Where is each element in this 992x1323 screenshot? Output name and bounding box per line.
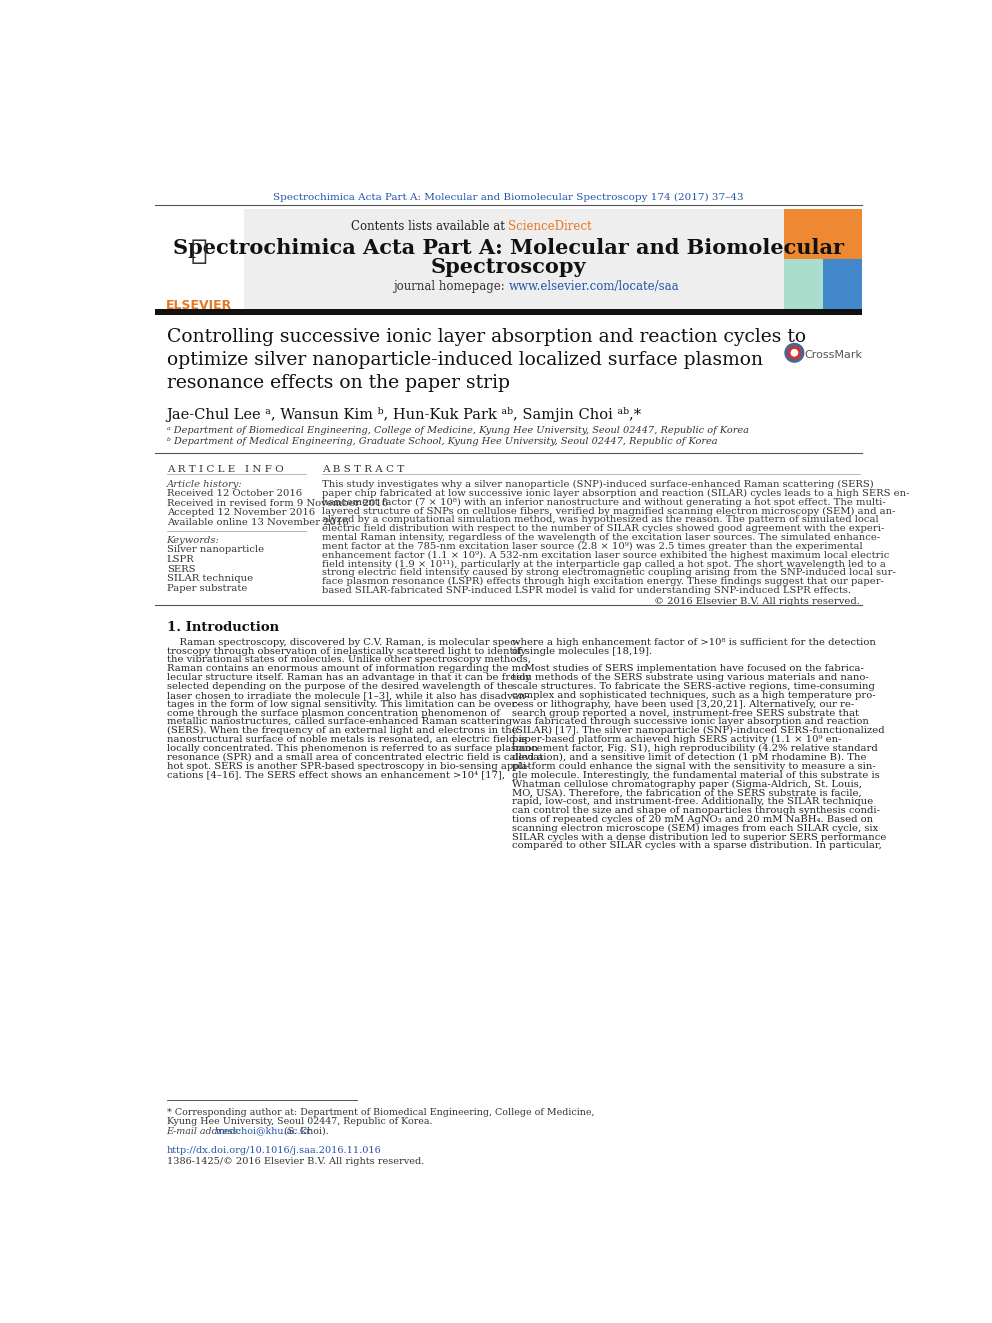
- Text: ᵃ Department of Biomedical Engineering, College of Medicine, Kyung Hee Universit: ᵃ Department of Biomedical Engineering, …: [167, 426, 749, 435]
- Text: Spectrochimica Acta Part A: Molecular and Biomolecular Spectroscopy 174 (2017) 3: Spectrochimica Acta Part A: Molecular an…: [273, 193, 744, 202]
- Text: field intensity (1.9 × 10¹¹), particularly at the interparticle gap called a hot: field intensity (1.9 × 10¹¹), particular…: [321, 560, 886, 569]
- Text: medchoi@khu.ac.kr: medchoi@khu.ac.kr: [215, 1127, 311, 1135]
- Text: A B S T R A C T: A B S T R A C T: [321, 466, 404, 474]
- Text: come through the surface plasmon concentration phenomenon of: come through the surface plasmon concent…: [167, 709, 500, 717]
- Text: enhancement factor (1.1 × 10⁹). A 532-nm excitation laser source exhibited the h: enhancement factor (1.1 × 10⁹). A 532-nm…: [321, 550, 889, 560]
- Text: paper-based platform achieved high SERS activity (1.1 × 10⁹ en-: paper-based platform achieved high SERS …: [512, 736, 841, 745]
- Text: where a high enhancement factor of >10⁸ is sufficient for the detection: where a high enhancement factor of >10⁸ …: [512, 638, 875, 647]
- Text: the vibrational states of molecules. Unlike other spectroscopy methods,: the vibrational states of molecules. Unl…: [167, 655, 531, 664]
- Text: Spectroscopy: Spectroscopy: [431, 257, 586, 278]
- Text: Received 12 October 2016: Received 12 October 2016: [167, 490, 302, 497]
- Text: hot spot. SERS is another SPR-based spectroscopy in bio-sensing appli-: hot spot. SERS is another SPR-based spec…: [167, 762, 529, 771]
- Text: hancement factor, Fig. S1), high reproducibility (4.2% relative standard: hancement factor, Fig. S1), high reprodu…: [512, 744, 877, 753]
- Text: troscopy through observation of inelastically scattered light to identify: troscopy through observation of inelasti…: [167, 647, 526, 656]
- Bar: [823, 259, 862, 308]
- Text: complex and sophisticated techniques, such as a high temperature pro-: complex and sophisticated techniques, su…: [512, 691, 875, 700]
- Text: platform could enhance the signal with the sensitivity to measure a sin-: platform could enhance the signal with t…: [512, 762, 875, 771]
- Bar: [155, 209, 244, 308]
- Bar: [785, 209, 862, 259]
- Text: hancement factor (7 × 10⁸) with an inferior nanostructure and without generating: hancement factor (7 × 10⁸) with an infer…: [321, 497, 886, 507]
- Text: scanning electron microscope (SEM) images from each SILAR cycle, six: scanning electron microscope (SEM) image…: [512, 824, 878, 832]
- Text: SILAR cycles with a dense distribution led to superior SERS performance: SILAR cycles with a dense distribution l…: [512, 832, 886, 841]
- Text: ScienceDirect: ScienceDirect: [509, 220, 592, 233]
- Bar: [155, 209, 862, 308]
- Text: tion methods of the SERS substrate using various materials and nano-: tion methods of the SERS substrate using…: [512, 673, 868, 683]
- Text: search group reported a novel, instrument-free SERS substrate that: search group reported a novel, instrumen…: [512, 709, 858, 717]
- Text: Received in revised form 9 November 2016: Received in revised form 9 November 2016: [167, 499, 388, 508]
- Text: resonance effects on the paper strip: resonance effects on the paper strip: [167, 374, 510, 393]
- Text: E-mail address:: E-mail address:: [167, 1127, 244, 1135]
- Text: Raman spectroscopy, discovered by C.V. Raman, is molecular spec-: Raman spectroscopy, discovered by C.V. R…: [167, 638, 519, 647]
- Text: CrossMark: CrossMark: [805, 351, 862, 360]
- Text: lecular structure itself. Raman has an advantage in that it can be freely: lecular structure itself. Raman has an a…: [167, 673, 531, 683]
- Text: (SILAR) [17]. The silver nanoparticle (SNP)-induced SERS-functionalized: (SILAR) [17]. The silver nanoparticle (S…: [512, 726, 884, 736]
- Text: alyzed by a computational simulation method, was hypothesized as the reason. The: alyzed by a computational simulation met…: [321, 515, 878, 524]
- Text: Keywords:: Keywords:: [167, 536, 219, 545]
- Text: * Corresponding author at: Department of Biomedical Engineering, College of Medi: * Corresponding author at: Department of…: [167, 1109, 594, 1117]
- Text: electric field distribution with respect to the number of SILAR cycles showed go: electric field distribution with respect…: [321, 524, 884, 533]
- Text: SERS: SERS: [167, 565, 195, 574]
- Text: ment factor at the 785-nm excitation laser source (2.8 × 10⁹) was 2.5 times grea: ment factor at the 785-nm excitation las…: [321, 542, 862, 550]
- Text: resonance (SPR) and a small area of concentrated electric field is called a: resonance (SPR) and a small area of conc…: [167, 753, 543, 762]
- Text: laser chosen to irradiate the molecule [1–3], while it also has disadvan-: laser chosen to irradiate the molecule […: [167, 691, 529, 700]
- Text: Controlling successive ionic layer absorption and reaction cycles to: Controlling successive ionic layer absor…: [167, 328, 806, 347]
- Text: www.elsevier.com/locate/saa: www.elsevier.com/locate/saa: [509, 279, 680, 292]
- Text: This study investigates why a silver nanoparticle (SNP)-induced surface-enhanced: This study investigates why a silver nan…: [321, 480, 873, 490]
- Text: scale structures. To fabricate the SERS-active regions, time-consuming: scale structures. To fabricate the SERS-…: [512, 681, 874, 691]
- Text: A R T I C L E   I N F O: A R T I C L E I N F O: [167, 466, 284, 474]
- Text: paper chip fabricated at low successive ionic layer absorption and reaction (SIL: paper chip fabricated at low successive …: [321, 488, 909, 497]
- Text: Available online 13 November 2016: Available online 13 November 2016: [167, 519, 348, 527]
- Text: Contents lists available at: Contents lists available at: [351, 220, 509, 233]
- Text: rapid, low-cost, and instrument-free. Additionally, the SILAR technique: rapid, low-cost, and instrument-free. Ad…: [512, 796, 873, 806]
- Text: was fabricated through successive ionic layer absorption and reaction: was fabricated through successive ionic …: [512, 717, 868, 726]
- Text: (S. Choi).: (S. Choi).: [281, 1127, 328, 1135]
- Text: Kyung Hee University, Seoul 02447, Republic of Korea.: Kyung Hee University, Seoul 02447, Repub…: [167, 1118, 433, 1126]
- Bar: [155, 308, 862, 315]
- Text: strong electric field intensity caused by strong electromagnetic coupling arisin: strong electric field intensity caused b…: [321, 569, 896, 577]
- Text: Raman contains an enormous amount of information regarding the mo-: Raman contains an enormous amount of inf…: [167, 664, 530, 673]
- Text: face plasmon resonance (LSPR) effects through high excitation energy. These find: face plasmon resonance (LSPR) effects th…: [321, 577, 884, 586]
- Text: tages in the form of low signal sensitivity. This limitation can be over-: tages in the form of low signal sensitiv…: [167, 700, 520, 709]
- Text: cations [4–16]. The SERS effect shows an enhancement >10⁴ [17],: cations [4–16]. The SERS effect shows an…: [167, 770, 505, 779]
- Text: selected depending on the purpose of the desired wavelength of the: selected depending on the purpose of the…: [167, 681, 513, 691]
- Text: of single molecules [18,19].: of single molecules [18,19].: [512, 647, 652, 656]
- Text: nanostructural surface of noble metals is resonated, an electric field is: nanostructural surface of noble metals i…: [167, 736, 527, 744]
- Text: ᵇ Department of Medical Engineering, Graduate School, Kyung Hee University, Seou: ᵇ Department of Medical Engineering, Gra…: [167, 437, 717, 446]
- Text: MO, USA). Therefore, the fabrication of the SERS substrate is facile,: MO, USA). Therefore, the fabrication of …: [512, 789, 861, 798]
- Text: Accepted 12 November 2016: Accepted 12 November 2016: [167, 508, 314, 517]
- Circle shape: [791, 349, 799, 357]
- Text: Whatman cellulose chromatography paper (Sigma-Aldrich, St. Louis,: Whatman cellulose chromatography paper (…: [512, 779, 861, 789]
- Text: (SERS). When the frequency of an external light and electrons in the: (SERS). When the frequency of an externa…: [167, 726, 518, 736]
- Text: Paper substrate: Paper substrate: [167, 583, 247, 593]
- Text: metallic nanostructures, called surface-enhanced Raman scattering: metallic nanostructures, called surface-…: [167, 717, 512, 726]
- Text: Article history:: Article history:: [167, 480, 242, 490]
- Text: layered structure of SNPs on cellulose fibers, verified by magnified scanning el: layered structure of SNPs on cellulose f…: [321, 507, 895, 516]
- Text: locally concentrated. This phenomenon is referred to as surface plasmon: locally concentrated. This phenomenon is…: [167, 744, 538, 753]
- Text: 🌳: 🌳: [190, 237, 207, 265]
- Text: deviation), and a sensitive limit of detection (1 pM rhodamine B). The: deviation), and a sensitive limit of det…: [512, 753, 866, 762]
- Text: 1386-1425/© 2016 Elsevier B.V. All rights reserved.: 1386-1425/© 2016 Elsevier B.V. All right…: [167, 1156, 424, 1166]
- Text: compared to other SILAR cycles with a sparse distribution. In particular,: compared to other SILAR cycles with a sp…: [512, 841, 881, 851]
- Text: gle molecule. Interestingly, the fundamental material of this substrate is: gle molecule. Interestingly, the fundame…: [512, 770, 879, 779]
- Text: can control the size and shape of nanoparticles through synthesis condi-: can control the size and shape of nanopa…: [512, 806, 880, 815]
- Text: SILAR technique: SILAR technique: [167, 574, 253, 583]
- Bar: [785, 209, 862, 308]
- Text: Jae-Chul Lee ᵃ, Wansun Kim ᵇ, Hun-Kuk Park ᵃᵇ, Samjin Choi ᵃᵇ,*: Jae-Chul Lee ᵃ, Wansun Kim ᵇ, Hun-Kuk Pa…: [167, 406, 642, 422]
- Text: cess or lithography, have been used [3,20,21]. Alternatively, our re-: cess or lithography, have been used [3,2…: [512, 700, 854, 709]
- Text: journal homepage:: journal homepage:: [393, 279, 509, 292]
- Text: LSPR: LSPR: [167, 554, 194, 564]
- Circle shape: [785, 343, 805, 363]
- Text: optimize silver nanoparticle-induced localized surface plasmon: optimize silver nanoparticle-induced loc…: [167, 352, 763, 369]
- Text: Spectrochimica Acta Part A: Molecular and Biomolecular: Spectrochimica Acta Part A: Molecular an…: [173, 238, 844, 258]
- Text: based SILAR-fabricated SNP-induced LSPR model is valid for understanding SNP-ind: based SILAR-fabricated SNP-induced LSPR …: [321, 586, 850, 595]
- Circle shape: [788, 345, 802, 360]
- Text: http://dx.doi.org/10.1016/j.saa.2016.11.016: http://dx.doi.org/10.1016/j.saa.2016.11.…: [167, 1146, 381, 1155]
- Text: 1. Introduction: 1. Introduction: [167, 620, 279, 634]
- Text: Most studies of SERS implementation have focused on the fabrica-: Most studies of SERS implementation have…: [512, 664, 863, 673]
- Text: mental Raman intensity, regardless of the wavelength of the excitation laser sou: mental Raman intensity, regardless of th…: [321, 533, 880, 542]
- Text: ELSEVIER: ELSEVIER: [166, 299, 232, 312]
- Text: tions of repeated cycles of 20 mM AgNO₃ and 20 mM NaBH₄. Based on: tions of repeated cycles of 20 mM AgNO₃ …: [512, 815, 873, 824]
- Text: Silver nanoparticle: Silver nanoparticle: [167, 545, 264, 554]
- Text: © 2016 Elsevier B.V. All rights reserved.: © 2016 Elsevier B.V. All rights reserved…: [655, 597, 860, 606]
